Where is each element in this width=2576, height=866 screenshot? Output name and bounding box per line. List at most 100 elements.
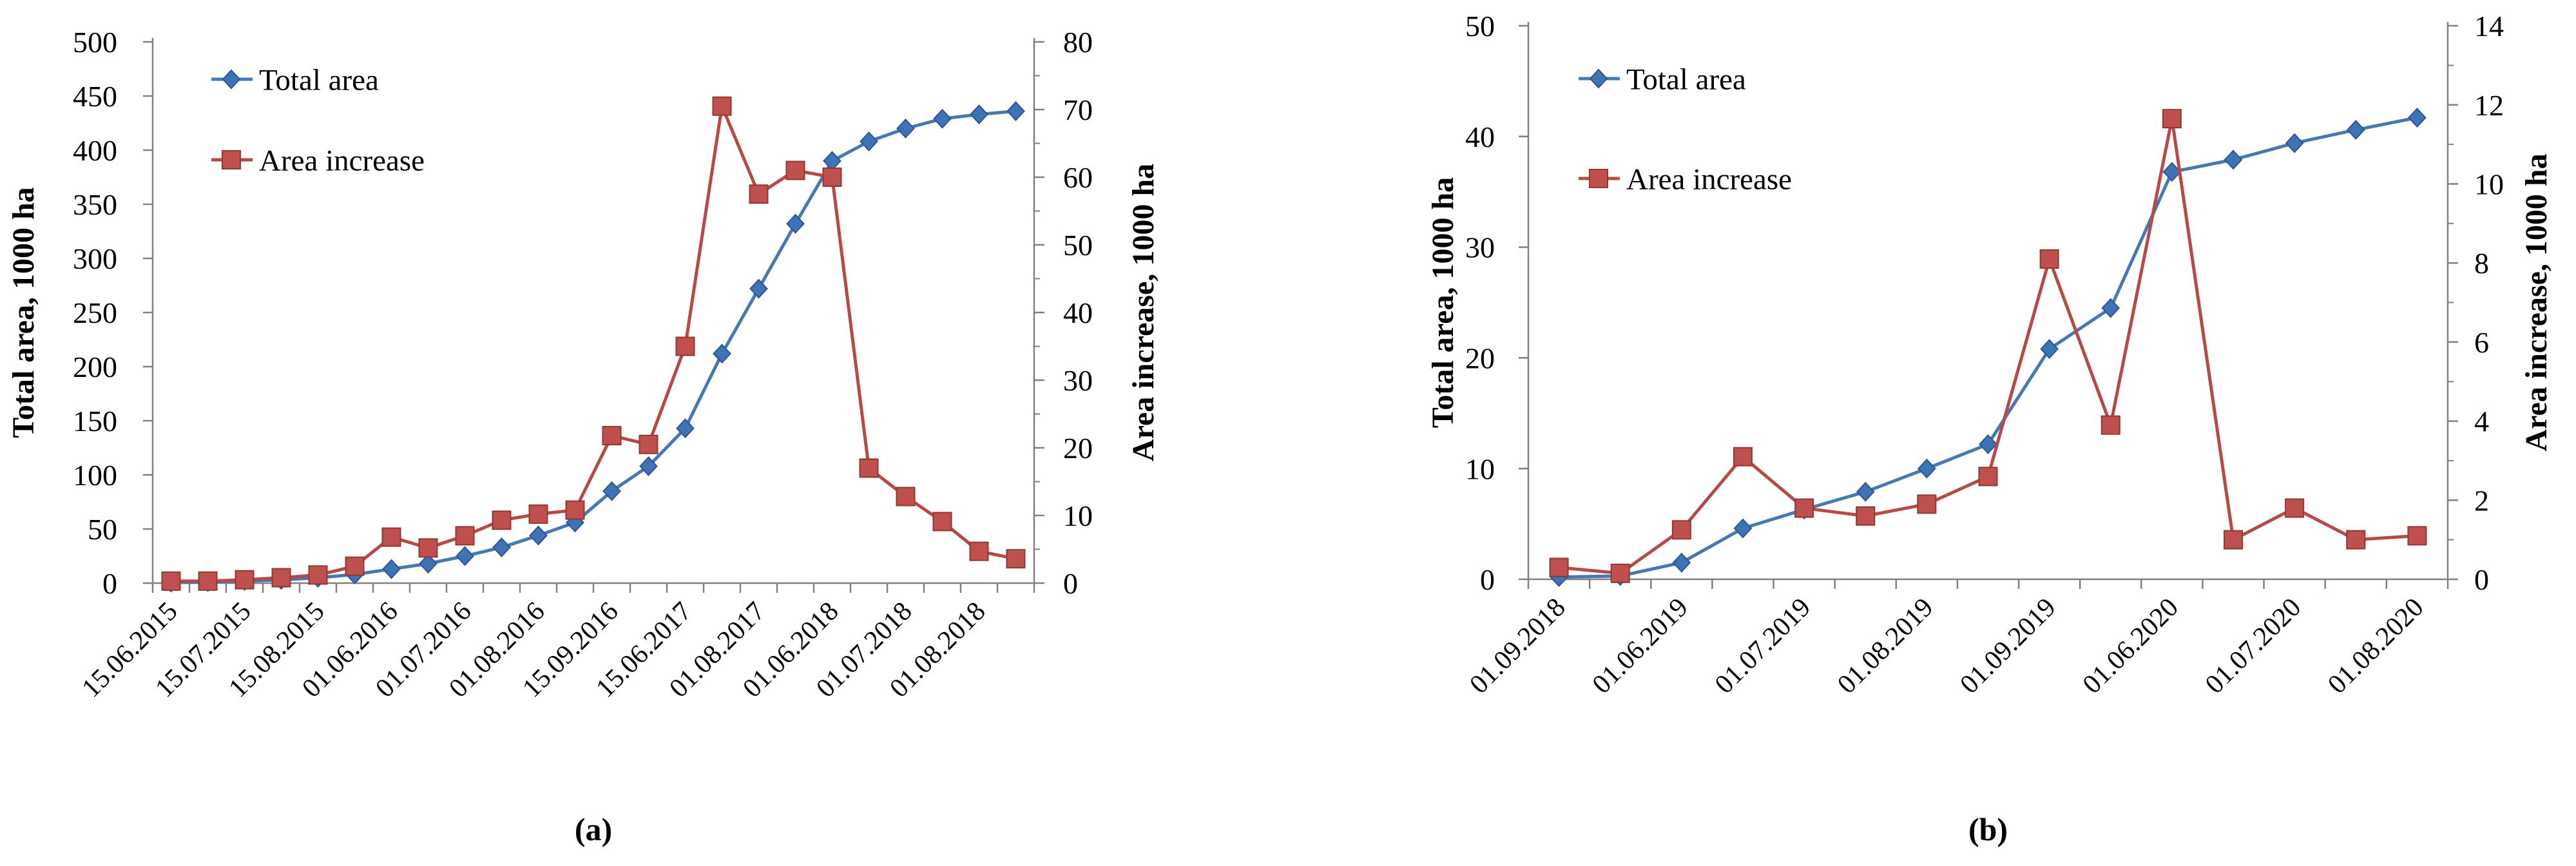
legend-label: Total area — [1626, 63, 1746, 96]
y-axis-left-tick-label: 200 — [73, 351, 117, 383]
y-axis-right-tick-label: 6 — [2474, 326, 2489, 359]
data-point-marker — [933, 108, 952, 129]
data-point-marker — [1856, 481, 1875, 502]
legend-item: Area increase — [1579, 162, 1792, 196]
data-point-marker — [713, 343, 731, 364]
y-axis-left-tick-label: 500 — [73, 26, 117, 59]
legend-square-icon — [222, 150, 241, 169]
data-point-marker — [528, 504, 548, 524]
y-axis-right-tick-label: 40 — [1063, 296, 1093, 329]
data-point-marker — [639, 434, 658, 454]
y-axis-right-tick-label: 12 — [2474, 89, 2504, 122]
data-point-marker — [456, 546, 474, 566]
data-point-marker — [675, 336, 695, 356]
legend: Total area Area increase — [1579, 63, 1792, 196]
data-point-marker — [1978, 467, 1998, 486]
y-axis-left-tick-label: 400 — [73, 134, 117, 167]
x-axis-date-label: 01.06.2019 — [1587, 593, 1694, 700]
data-point-marker — [2101, 298, 2120, 318]
chart-a-canvas: 0 50 100 150 200 250 300 350 400 450 500 0 10 20 30 40 5… — [6, 26, 1160, 704]
y-axis-right-tick-label: 20 — [1063, 432, 1093, 465]
data-point-marker — [2285, 498, 2305, 518]
data-point-marker — [2285, 133, 2304, 153]
y-axis-left-tick-label: 0 — [102, 567, 117, 600]
legend-diamond-icon — [1589, 68, 1608, 89]
x-axis-date-label: 01.06.2020 — [2077, 593, 2184, 700]
series-area-increase — [1549, 109, 2427, 583]
data-point-marker — [2224, 530, 2244, 550]
y-axis-right-tick-label: 8 — [2474, 247, 2489, 280]
legend-label: Area increase — [1626, 162, 1792, 196]
data-point-marker — [381, 527, 401, 547]
data-point-marker — [602, 481, 621, 501]
y-axis-left-tick-label: 250 — [73, 296, 117, 329]
y-axis-left-tick-label: 10 — [1465, 452, 1495, 485]
y-axis-right-title: Area increase, 1000 ha — [2519, 153, 2553, 451]
data-point-marker — [1733, 447, 1753, 467]
y-axis-left-tick-label: 20 — [1465, 342, 1495, 375]
data-point-marker — [198, 571, 218, 591]
y-axis-left-tick-label: 0 — [1480, 563, 1495, 596]
data-point-marker — [969, 541, 989, 561]
y-axis-right-tick-label: 10 — [2474, 168, 2504, 201]
legend-item: Total area — [211, 63, 379, 97]
data-point-marker — [712, 96, 732, 116]
data-point-marker — [455, 526, 475, 546]
x-axis-date-label: 01.08.2020 — [2322, 593, 2429, 700]
y-axis-left-tick-label: 50 — [88, 513, 117, 546]
data-point-marker — [2040, 339, 2059, 360]
data-point-marker — [1979, 434, 1997, 454]
legend-item: Area increase — [211, 144, 425, 177]
y-axis-right-tick-label: 0 — [1063, 567, 1078, 600]
data-point-marker — [860, 131, 878, 152]
data-point-marker — [602, 426, 622, 446]
legend-square-icon — [1589, 169, 1608, 188]
data-point-marker — [970, 104, 988, 125]
x-axis-date-label: 01.09.2018 — [1464, 593, 1571, 700]
y-axis-right-tick-label: 60 — [1063, 161, 1093, 194]
x-axis-date-label: 01.08.2019 — [1832, 593, 1939, 700]
series-line — [171, 110, 1016, 584]
data-point-marker — [235, 570, 255, 590]
data-point-marker — [2162, 109, 2182, 129]
y-axis-right-tick-label: 70 — [1063, 93, 1093, 126]
data-point-marker — [2407, 526, 2427, 546]
data-point-marker — [565, 500, 585, 520]
data-point-marker — [2346, 120, 2365, 140]
data-point-marker — [896, 118, 915, 139]
series-total-area — [1550, 108, 2427, 588]
legend-label: Area increase — [259, 144, 425, 177]
y-axis-left-title: Total area, 1000 ha — [6, 187, 41, 438]
data-point-marker — [1610, 563, 1630, 583]
y-axis-left-tick-label: 30 — [1465, 231, 1495, 264]
data-point-marker — [1006, 101, 1025, 121]
data-point-marker — [492, 537, 511, 558]
data-point-marker — [1918, 458, 1936, 479]
y-axis-left-tick-label: 40 — [1465, 120, 1495, 153]
y-axis-right-tick-label: 2 — [2474, 484, 2489, 517]
data-point-marker — [2346, 530, 2366, 550]
data-point-marker — [1672, 552, 1691, 573]
data-point-marker — [823, 151, 841, 171]
data-point-marker — [1671, 520, 1691, 540]
data-point-marker — [2224, 149, 2243, 170]
chart-b-caption: (b) — [1968, 811, 2008, 847]
y-axis-right-tick-label: 10 — [1063, 499, 1093, 532]
legend-item: Total area — [1579, 63, 1746, 96]
data-point-marker — [2039, 249, 2059, 269]
data-point-marker — [418, 538, 438, 558]
data-point-marker — [419, 553, 437, 574]
data-point-marker — [1917, 494, 1937, 514]
data-point-marker — [308, 565, 328, 585]
data-point-marker — [2100, 415, 2120, 435]
y-axis-right-tick-label: 80 — [1063, 26, 1093, 59]
data-point-marker — [161, 571, 181, 591]
y-axis-left-tick-label: 450 — [73, 80, 117, 113]
y-axis-right-tick-label: 4 — [2474, 405, 2489, 438]
data-point-marker — [749, 184, 769, 204]
data-point-marker — [492, 510, 512, 530]
y-axis-left-tick-label: 150 — [73, 405, 117, 438]
x-axis-date-label: 01.09.2019 — [1955, 593, 2062, 700]
y-axis-right-tick-label: 30 — [1063, 364, 1093, 397]
